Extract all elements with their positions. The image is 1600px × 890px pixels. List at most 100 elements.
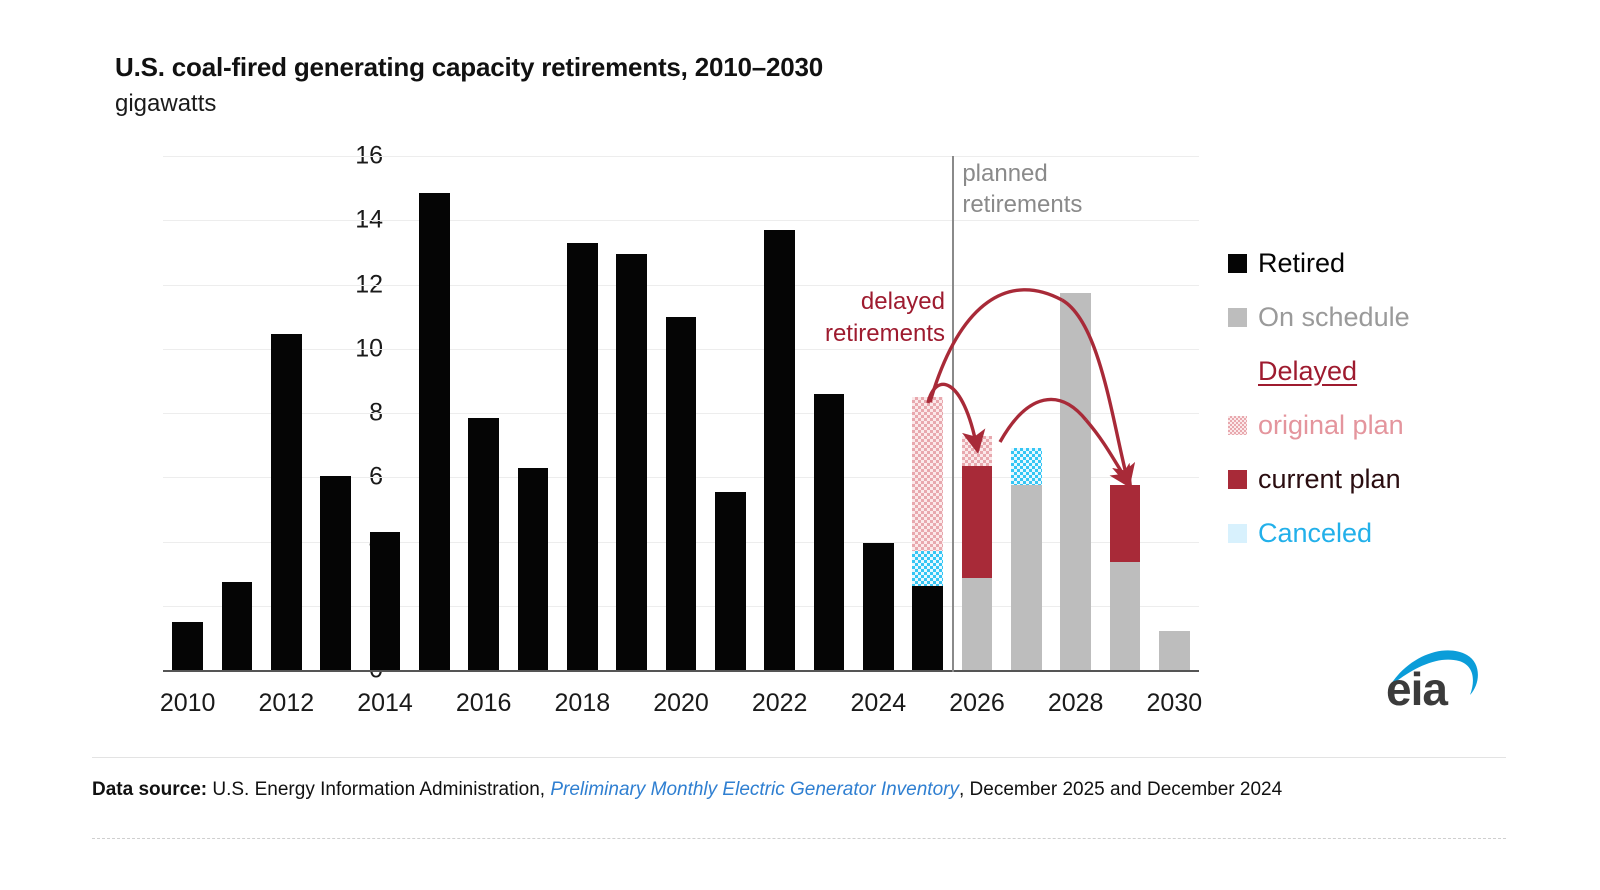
bar-segment-2028-on-schedule (1060, 292, 1091, 670)
bar-segment-2029-on-schedule (1109, 562, 1141, 670)
legend-label: Canceled (1258, 517, 1373, 548)
delayed-label-line2: retirements (824, 320, 945, 347)
legend-swatch-retired-icon (1228, 253, 1247, 273)
chart-subtitle: gigawatts (115, 90, 217, 117)
gridline (163, 220, 1199, 222)
bar-segment-2014-retired (369, 531, 401, 670)
bar-segment-2025-delayed-original-plan (912, 396, 943, 552)
legend-label: Delayed (1258, 355, 1358, 386)
legend-item-retired[interactable]: Retired (1228, 236, 1528, 290)
bar-2026[interactable] (961, 156, 993, 670)
bar-segment-2024-retired (863, 543, 894, 670)
gridline (163, 284, 1199, 286)
footer-divider (92, 757, 1506, 758)
page-title: U.S. coal-fired generating capacity reti… (115, 52, 824, 82)
legend-label: current plan (1258, 463, 1401, 494)
bar-2023[interactable] (813, 156, 845, 670)
data-source-label: Data source: (92, 779, 208, 800)
y-tick-label: 6 (369, 462, 383, 491)
bar-segment-2015-retired (419, 192, 450, 670)
bar-segment-2025-retired (912, 586, 943, 670)
x-tick-label-2020: 2020 (653, 689, 709, 717)
legend-swatch-original-icon (1228, 415, 1247, 435)
x-tick-label-2030: 2030 (1146, 689, 1203, 717)
bar-2018[interactable] (567, 156, 598, 670)
bar-segment-2022-retired (764, 229, 795, 670)
bar-2011[interactable] (221, 156, 253, 670)
bar-2030[interactable] (1159, 156, 1190, 670)
bar-segment-2029-delayed-current-plan (1109, 485, 1141, 563)
bar-segment-2019-retired (616, 253, 647, 670)
bar-2022[interactable] (764, 156, 795, 670)
gridline (163, 156, 1199, 157)
bar-2021[interactable] (715, 156, 746, 670)
x-tick-label-2010: 2010 (159, 689, 216, 717)
bar-2029[interactable] (1109, 156, 1141, 670)
y-tick-label: 12 (355, 270, 383, 298)
eia-logo: eia (1386, 650, 1478, 709)
legend-item-delayed[interactable]: Delayed (1228, 344, 1528, 398)
y-tick-label: 14 (355, 205, 383, 234)
planned-retirements-label: planned retirements (962, 158, 1082, 220)
data-source: Data source: U.S. Energy Information Adm… (92, 779, 1282, 801)
bar-segment-2013-retired (320, 475, 351, 670)
y-tick-label: 16 (355, 141, 383, 170)
bar-segment-2017-retired (517, 467, 549, 670)
data-source-link[interactable]: Preliminary Monthly Electric Generator I… (550, 779, 959, 800)
eia-swoosh (1389, 650, 1478, 695)
bar-segment-2021-retired (715, 491, 746, 670)
legend-label: On schedule (1258, 301, 1410, 332)
bar-2024[interactable] (863, 156, 894, 670)
y-tick-label: 10 (355, 334, 383, 363)
delayed-retirements-label: delayed retirements (825, 286, 945, 350)
x-tick-label-2012: 2012 (258, 689, 315, 717)
bar-2020[interactable] (665, 156, 697, 670)
legend-item-canceled[interactable]: Canceled (1228, 506, 1528, 560)
bar-segment-2027-on-schedule (1011, 485, 1042, 670)
data-source-before: U.S. Energy Information Administration, (207, 779, 551, 800)
bar-2028[interactable] (1060, 156, 1091, 670)
bar-2014[interactable] (369, 156, 401, 670)
bar-segment-2030-on-schedule (1159, 631, 1190, 670)
planned-retirements-divider (952, 156, 955, 672)
x-tick-label-2014: 2014 (357, 689, 413, 717)
legend-swatch-onsched-icon (1228, 307, 1247, 327)
legend-swatch-current-icon (1228, 469, 1247, 489)
legend-item-original-plan[interactable]: original plan (1228, 398, 1528, 452)
legend-swatch-canceled-icon (1228, 523, 1247, 543)
bar-segment-2026-delayed-original-plan (961, 435, 993, 467)
bar-segment-2018-retired (567, 242, 598, 670)
legend-swatch-none-icon (1228, 362, 1247, 381)
x-tick-label-2028: 2028 (1047, 689, 1104, 717)
bar-2016[interactable] (468, 156, 499, 670)
bar-2025[interactable] (912, 156, 943, 670)
bar-segment-2010-retired (172, 621, 203, 670)
data-source-after: , December 2025 and December 2024 (958, 779, 1283, 800)
bar-segment-2027-canceled (1011, 448, 1042, 486)
bar-2019[interactable] (616, 156, 647, 670)
x-tick-label-2026: 2026 (949, 689, 1005, 717)
planned-label-line1: planned (962, 160, 1048, 187)
bar-2015[interactable] (419, 156, 450, 670)
legend: Retired On schedule Delayed original plan cu… (1228, 236, 1528, 560)
footer-divider-dashed (92, 838, 1506, 839)
bar-segment-2026-delayed-current-plan (961, 466, 993, 579)
bar-segment-2025-canceled (912, 551, 943, 587)
bar-2017[interactable] (517, 156, 549, 670)
x-tick-label-2018: 2018 (554, 689, 611, 717)
bar-2012[interactable] (271, 156, 302, 670)
bar-segment-2012-retired (271, 334, 302, 670)
eia-wordmark: eia (1386, 663, 1448, 709)
x-tick-label-2022: 2022 (751, 689, 808, 717)
x-tick-label-2024: 2024 (850, 689, 907, 717)
bar-2013[interactable] (320, 156, 351, 670)
legend-item-on-schedule[interactable]: On schedule (1228, 290, 1528, 344)
x-tick-label-2016: 2016 (455, 689, 512, 717)
bar-2027[interactable] (1011, 156, 1042, 670)
bar-2010[interactable] (172, 156, 203, 670)
legend-item-current-plan[interactable]: current plan (1228, 452, 1528, 506)
legend-label: original plan (1258, 409, 1404, 440)
bar-segment-2016-retired (468, 417, 499, 670)
bar-segment-2011-retired (221, 581, 253, 670)
